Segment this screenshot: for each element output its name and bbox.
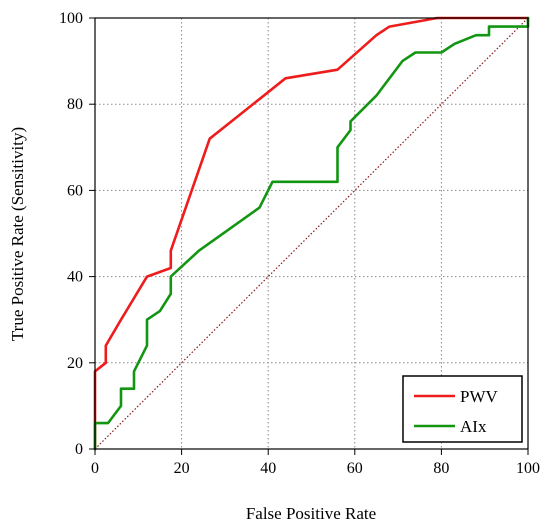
y-tick-label: 0 bbox=[75, 441, 83, 458]
series-group bbox=[93, 16, 530, 451]
x-tick-label: 20 bbox=[174, 460, 190, 477]
legend-label-pwv: PWV bbox=[460, 387, 499, 406]
x-tick-label: 100 bbox=[516, 460, 540, 477]
y-tick-label: 100 bbox=[59, 10, 83, 27]
x-tick-label: 60 bbox=[347, 460, 363, 477]
x-axis-ticks: 0 20 40 60 80 100 bbox=[91, 449, 540, 477]
y-tick-label: 60 bbox=[67, 182, 83, 199]
reference-line-group bbox=[94, 17, 529, 450]
grid bbox=[95, 18, 528, 449]
legend: PWV AIx bbox=[402, 375, 523, 443]
y-tick-label: 80 bbox=[67, 96, 83, 113]
legend-label-aix: AIx bbox=[460, 417, 487, 436]
x-axis-title: False Positive Rate bbox=[246, 504, 376, 523]
y-axis-title: True Positive Rate (Sensitivity) bbox=[8, 127, 27, 341]
series-line-pwv bbox=[93, 16, 530, 451]
legend-box bbox=[402, 375, 523, 443]
x-tick-label: 80 bbox=[433, 460, 449, 477]
x-tick-label: 40 bbox=[260, 460, 276, 477]
y-tick-label: 20 bbox=[67, 355, 83, 372]
reference-diagonal-line bbox=[94, 17, 529, 450]
y-axis-ticks: 0 20 40 60 80 100 bbox=[59, 10, 95, 458]
x-tick-label: 0 bbox=[91, 460, 99, 477]
y-tick-label: 40 bbox=[67, 269, 83, 286]
series-line-aix bbox=[93, 16, 530, 451]
plot-frame bbox=[94, 17, 529, 450]
